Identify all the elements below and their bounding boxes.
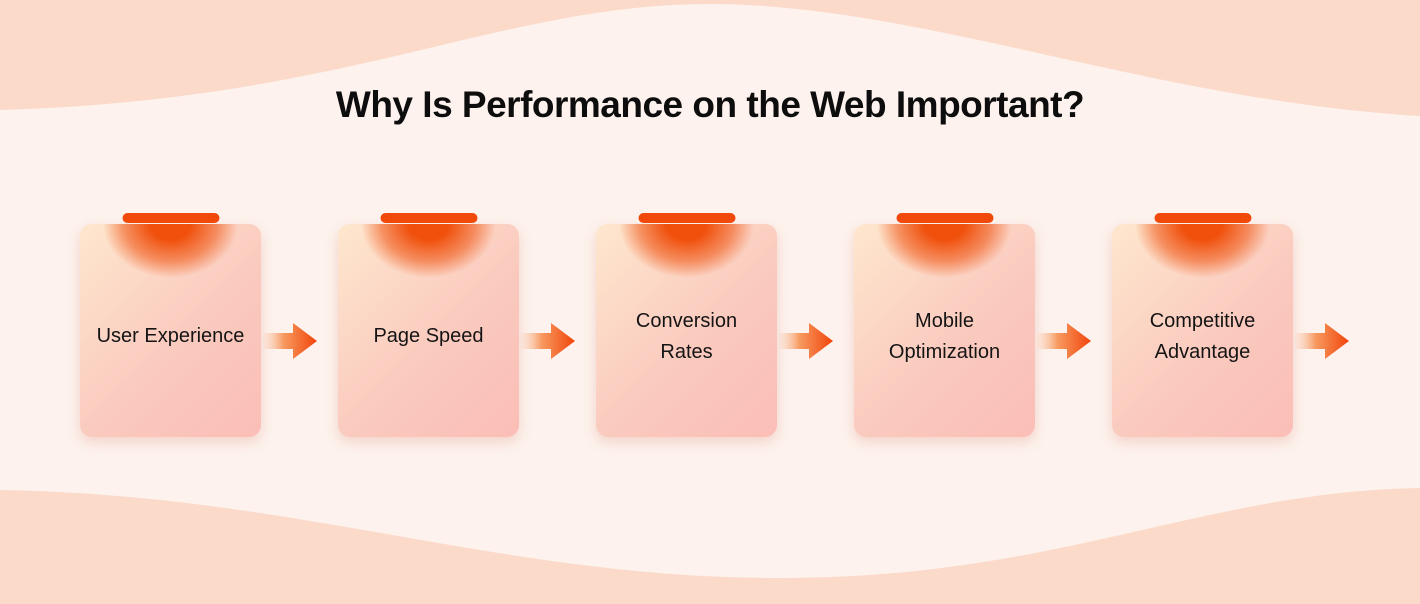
card-page-speed: Page Speed	[338, 224, 519, 437]
card-label: Conversion Rates	[635, 309, 738, 363]
card-accent-bar	[380, 213, 477, 223]
card-unit-mobile-optimization: Mobile Optimization	[854, 213, 1091, 437]
bottom-wave-decoration	[0, 488, 1420, 604]
card-label: Competitive Advantage	[1149, 309, 1256, 363]
card-label: User Experience	[96, 325, 245, 347]
card-competitive-advantage: Competitive Advantage	[1112, 224, 1293, 437]
arrow-right-icon	[1037, 323, 1091, 359]
card-unit-conversion-rates: Conversion Rates	[596, 213, 833, 437]
card-accent-bar	[896, 213, 993, 223]
card-mobile-optimization: Mobile Optimization	[854, 224, 1035, 437]
card-label: Mobile Optimization	[888, 309, 1001, 363]
card-unit-user-experience: User Experience	[80, 213, 317, 437]
arrow-right-icon	[779, 323, 833, 359]
card-label: Page Speed	[373, 325, 484, 347]
cards-row: User Experience Page Speed Conversion Ra…	[80, 213, 1349, 437]
arrow-right-icon	[263, 323, 317, 359]
arrow-right-icon	[1295, 323, 1349, 359]
card-user-experience: User Experience	[80, 224, 261, 437]
card-unit-page-speed: Page Speed	[338, 213, 575, 437]
card-conversion-rates: Conversion Rates	[596, 224, 777, 437]
card-accent-bar	[122, 213, 219, 223]
card-accent-bar	[1154, 213, 1251, 223]
arrow-right-icon	[521, 323, 575, 359]
page-title: Why Is Performance on the Web Important?	[335, 84, 1085, 125]
card-unit-competitive-advantage: Competitive Advantage	[1112, 213, 1349, 437]
card-accent-bar	[638, 213, 735, 223]
